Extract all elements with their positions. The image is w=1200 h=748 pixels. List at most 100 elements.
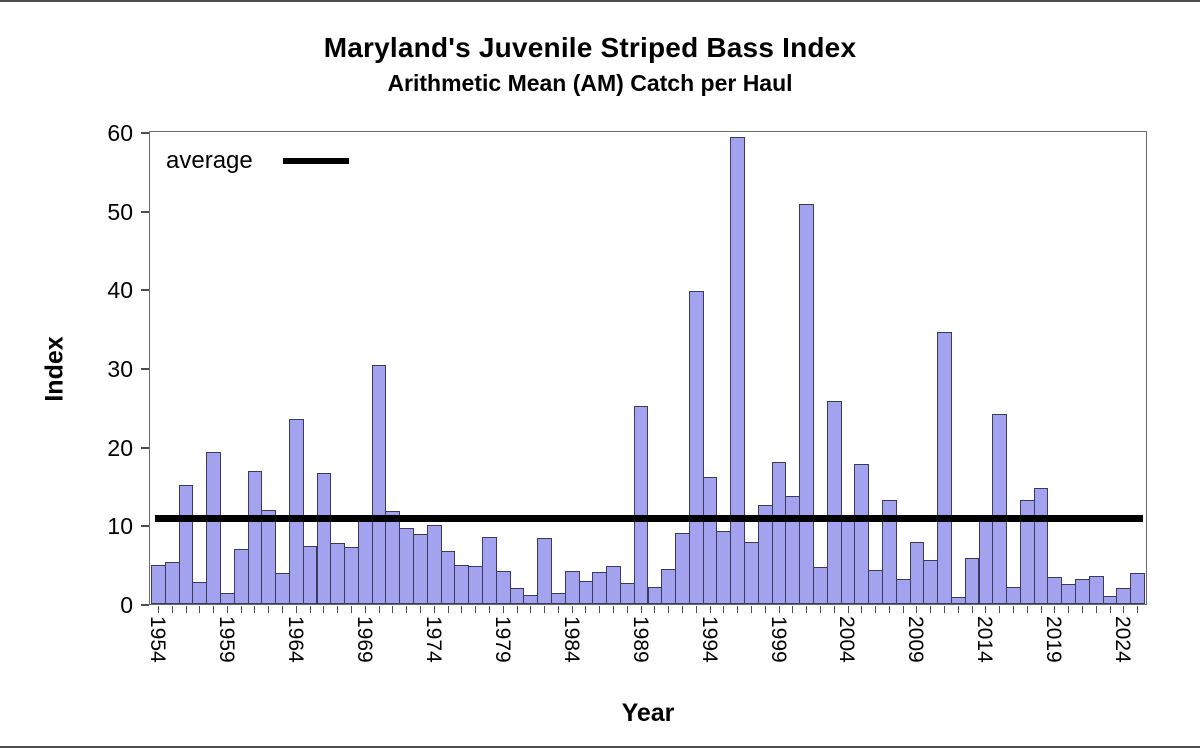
bar (371, 364, 387, 604)
bar (233, 548, 249, 604)
x-axis-tick-mark (888, 606, 890, 613)
bar (550, 593, 566, 604)
x-axis-tick-mark (392, 606, 394, 613)
y-axis-tick-mark (141, 604, 149, 606)
x-axis-tick-mark (916, 606, 918, 613)
x-axis-tick-mark (157, 606, 159, 613)
bar (964, 558, 980, 604)
x-axis-tick-mark (199, 606, 201, 613)
y-axis-tick-label: 10 (107, 513, 133, 540)
y-axis-title: Index (40, 336, 69, 402)
bar (578, 581, 594, 604)
bar (537, 537, 552, 604)
x-axis-tick-mark (1123, 606, 1125, 613)
bar (440, 551, 456, 604)
x-axis-tick-mark (295, 606, 297, 613)
x-axis-tick-mark (930, 606, 932, 613)
x-axis-tick-mark (1068, 606, 1070, 613)
x-axis-tick-mark (847, 606, 849, 613)
x-axis-tick-mark (723, 606, 725, 613)
x-axis-tick-mark (599, 606, 601, 613)
bar (633, 405, 649, 604)
bar (247, 471, 263, 604)
x-axis-tick-mark (378, 606, 380, 613)
x-axis-tick-mark (971, 606, 973, 613)
x-axis-tick-mark (530, 606, 532, 613)
bar (647, 587, 663, 604)
bar (302, 545, 318, 604)
x-axis-tick-mark (750, 606, 752, 613)
y-axis-tick-mark (141, 446, 149, 449)
bar (468, 566, 483, 604)
y-axis-tick-label: 0 (120, 592, 133, 618)
x-axis-tick-label: 1964 (283, 616, 307, 663)
x-axis-tick-label: 1989 (628, 616, 652, 663)
bar (1130, 572, 1145, 604)
x-axis-tick-label: 1954 (145, 616, 169, 663)
x-axis-tick-mark (985, 606, 987, 613)
bar (909, 541, 925, 604)
x-axis-tick-mark (268, 606, 270, 613)
bar (895, 578, 911, 604)
bar (151, 564, 166, 604)
x-axis-tick-label: 2024 (1111, 616, 1135, 663)
bar (1061, 584, 1077, 604)
bar (799, 204, 814, 604)
x-axis-tick-mark (419, 606, 421, 613)
bar (619, 582, 635, 604)
bar (261, 509, 277, 604)
x-axis-tick-mark (309, 606, 311, 613)
x-axis-tick-label: 2014 (973, 616, 997, 663)
bar (482, 537, 497, 604)
bar (454, 565, 470, 604)
x-axis-tick-mark (668, 606, 670, 613)
bar (206, 452, 221, 604)
x-axis-tick-mark (861, 606, 863, 613)
x-axis-tick-mark (1040, 606, 1042, 613)
x-axis-tick-mark (875, 606, 877, 613)
bar (509, 588, 525, 604)
bar (661, 569, 677, 604)
x-axis-tick-mark (613, 606, 614, 613)
plot-area (149, 131, 1147, 605)
chart-subtitle: Arithmetic Mean (AM) Catch per Haul (387, 70, 793, 96)
y-axis-tick-label: 50 (107, 198, 133, 225)
bar (275, 572, 290, 604)
x-axis-tick-mark (819, 606, 821, 613)
bar (357, 519, 373, 604)
bar (785, 496, 801, 604)
x-axis-tick-mark (585, 606, 587, 613)
bar (178, 485, 194, 604)
bar (1075, 578, 1090, 604)
x-axis-tick-mark (640, 606, 642, 613)
bar (716, 530, 732, 604)
bar (840, 517, 856, 604)
x-axis-tick-label: 1999 (766, 616, 790, 663)
bar (813, 567, 828, 604)
x-axis-tick-label: 1959 (214, 616, 238, 663)
x-axis-tick-mark (171, 606, 173, 613)
x-axis-tick-mark (213, 606, 215, 613)
bar (1116, 588, 1132, 604)
x-axis-tick-mark (488, 606, 490, 613)
x-axis-tick-mark (737, 606, 739, 613)
x-axis-tick-mark (902, 606, 904, 613)
bar (730, 136, 746, 604)
bar (385, 511, 401, 604)
x-axis-title: Year (621, 699, 675, 727)
bar (675, 533, 690, 604)
bar (688, 290, 704, 604)
x-axis-tick-mark (502, 606, 504, 613)
x-axis-tick-mark (1054, 606, 1056, 613)
x-axis-tick-mark (682, 606, 683, 613)
bar (344, 547, 359, 604)
bar (413, 534, 428, 604)
bar (744, 541, 759, 604)
x-axis-tick-mark (240, 606, 242, 613)
x-axis-tick-mark (957, 606, 959, 613)
x-axis-tick-mark (475, 606, 477, 613)
bar (1102, 596, 1118, 604)
bar (399, 527, 415, 604)
x-axis-tick-mark (337, 606, 339, 613)
